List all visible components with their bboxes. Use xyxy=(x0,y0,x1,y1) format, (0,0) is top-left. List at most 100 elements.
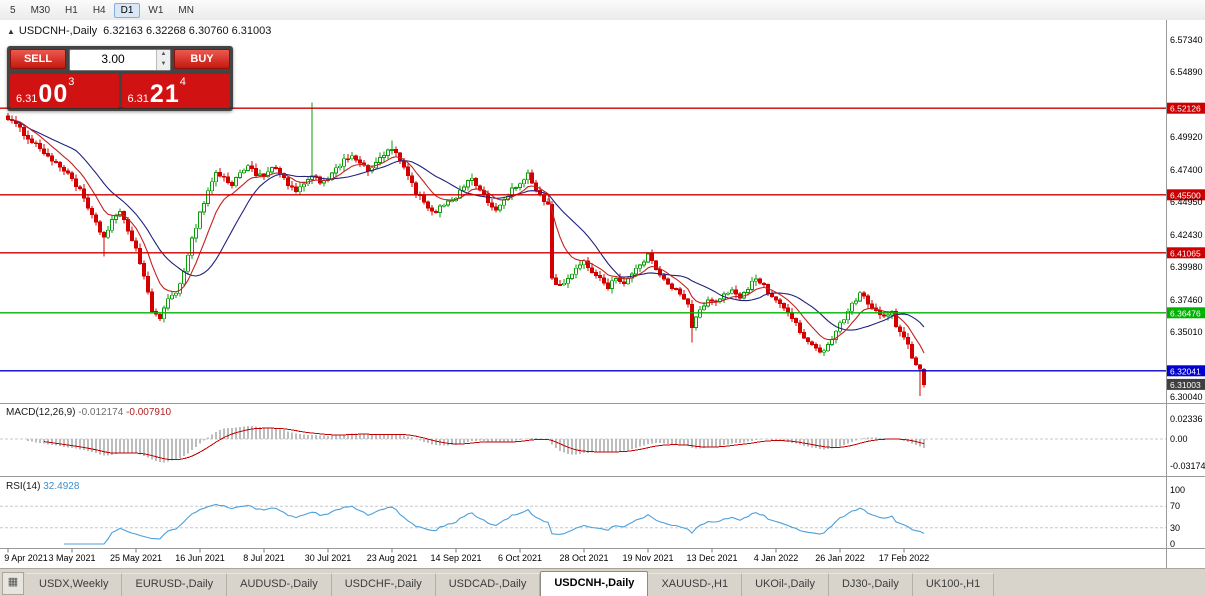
chart-tab-audusd-daily[interactable]: AUDUSD-,Daily xyxy=(227,573,332,596)
volume-decrease-icon[interactable]: ▼ xyxy=(157,60,170,70)
rsi-name: RSI(14) xyxy=(6,481,41,492)
svg-text:0.02336: 0.02336 xyxy=(1170,414,1203,424)
macd-value-signal: -0.007910 xyxy=(126,407,172,418)
sell-price-sup: 3 xyxy=(68,76,75,88)
one-click-trading-panel: SELL 3.00 ▲ ▼ BUY 6.31 00 3 6.31 xyxy=(7,46,233,111)
svg-text:6.30040: 6.30040 xyxy=(1170,392,1203,402)
panel-separators xyxy=(0,20,1205,568)
buy-price-sup: 4 xyxy=(179,76,186,88)
svg-text:3 May 2021: 3 May 2021 xyxy=(48,553,95,563)
sell-price-prefix: 6.31 xyxy=(16,93,38,105)
chart-tab-uk100-h1[interactable]: UK100-,H1 xyxy=(912,573,995,596)
chart-tab-ukoil-daily[interactable]: UKOil-,Daily xyxy=(742,573,829,596)
current-price-badge: 6.31003 xyxy=(1167,378,1205,390)
svg-text:19 Nov 2021: 19 Nov 2021 xyxy=(622,553,673,563)
svg-text:6.39980: 6.39980 xyxy=(1170,262,1203,272)
candles-layer xyxy=(6,102,926,397)
one-click-panel-toggle-icon[interactable]: ▲ xyxy=(7,27,15,36)
timeframe-button-h4[interactable]: H4 xyxy=(92,4,106,16)
svg-text:6.36476: 6.36476 xyxy=(1170,308,1201,318)
svg-text:70: 70 xyxy=(1170,501,1180,511)
svg-text:28 Oct 2021: 28 Oct 2021 xyxy=(559,553,608,563)
chart-symbol-label: USDCNH-,Daily xyxy=(18,25,98,37)
chart-tab-eurusd-daily[interactable]: EURUSD-,Daily xyxy=(122,573,228,596)
timeframe-button-5[interactable]: 5 xyxy=(10,4,16,16)
svg-text:6.57340: 6.57340 xyxy=(1170,35,1203,45)
rsi-layer xyxy=(0,503,1166,545)
svg-text:8 Jul 2021: 8 Jul 2021 xyxy=(243,553,285,563)
svg-text:16 Jun 2021: 16 Jun 2021 xyxy=(175,553,225,563)
moving-averages-layer xyxy=(11,119,925,354)
sell-button[interactable]: SELL xyxy=(10,49,66,69)
hline-6.32041[interactable]: 6.32041 xyxy=(0,365,1205,377)
volume-stepper[interactable]: 3.00 ▲ ▼ xyxy=(69,49,171,71)
svg-text:13 Dec 2021: 13 Dec 2021 xyxy=(686,553,737,563)
rsi-axis-labels: 100 70 30 0 xyxy=(1170,485,1185,549)
svg-text:6.31003: 6.31003 xyxy=(1170,380,1201,390)
svg-text:6.41065: 6.41065 xyxy=(1170,248,1201,258)
sell-price-box[interactable]: 6.31 00 3 xyxy=(10,74,119,108)
macd-layer xyxy=(0,426,1166,463)
chart-tabs: USDX,Weekly EURUSD-,Daily AUDUSD-,Daily USD… xyxy=(26,571,995,596)
chart-tab-xauusd-h1[interactable]: XAUUSD-,H1 xyxy=(648,573,743,596)
price-axis-labels: 6.57340 6.54890 6.49920 6.47400 6.44950 6.424… xyxy=(1170,35,1203,402)
rsi-indicator-label: RSI(14) 32.4928 xyxy=(6,481,79,492)
svg-text:6.44950: 6.44950 xyxy=(1170,197,1203,207)
svg-text:6.42430: 6.42430 xyxy=(1170,230,1203,240)
hline-6.45500[interactable]: 6.45500 xyxy=(0,189,1205,201)
timeframe-button-d1[interactable]: D1 xyxy=(113,2,141,18)
rsi-value: 32.4928 xyxy=(43,481,80,492)
timeframe-button-m30[interactable]: M30 xyxy=(30,4,51,16)
buy-button[interactable]: BUY xyxy=(174,49,230,69)
svg-text:9 Apr 2021: 9 Apr 2021 xyxy=(4,553,48,563)
svg-text:100: 100 xyxy=(1170,485,1185,495)
svg-text:6.47400: 6.47400 xyxy=(1170,165,1203,175)
svg-text:6.37460: 6.37460 xyxy=(1170,295,1203,305)
chart-tab-usdcnh-daily[interactable]: USDCNH-,Daily xyxy=(540,571,649,596)
timeframe-button-mn[interactable]: MN xyxy=(178,4,194,16)
date-axis: 9 Apr 2021 3 May 2021 25 May 2021 16 Jun 20… xyxy=(4,548,930,563)
macd-name: MACD(12,26,9) xyxy=(6,407,76,418)
svg-text:6.54890: 6.54890 xyxy=(1170,67,1203,77)
timeframe-button-h1[interactable]: H1 xyxy=(65,4,78,16)
chart-canvas[interactable]: 6.521266.455006.410656.364766.320416.310… xyxy=(0,20,1205,568)
svg-text:6.45500: 6.45500 xyxy=(1170,190,1201,200)
volume-spin-buttons: ▲ ▼ xyxy=(156,50,170,70)
svg-text:6.32041: 6.32041 xyxy=(1170,366,1201,376)
svg-text:30 Jul 2021: 30 Jul 2021 xyxy=(305,553,352,563)
macd-axis-labels: 0.02336 0.00 -0.03174 xyxy=(1170,414,1205,471)
volume-increase-icon[interactable]: ▲ xyxy=(157,50,170,60)
chart-window[interactable]: 6.52126 6.45500 6.41065 6.36476 6.32041 6.310… xyxy=(0,20,1205,568)
chart-tab-usdchf-daily[interactable]: USDCHF-,Daily xyxy=(331,573,436,596)
svg-text:14 Sep 2021: 14 Sep 2021 xyxy=(430,553,481,563)
svg-text:0: 0 xyxy=(1170,539,1175,549)
buy-price-box[interactable]: 6.31 21 4 xyxy=(121,74,230,108)
volume-value[interactable]: 3.00 xyxy=(101,52,125,66)
charts-grid-icon[interactable]: ▦ xyxy=(2,572,24,595)
svg-text:26 Jan 2022: 26 Jan 2022 xyxy=(815,553,865,563)
svg-text:6 Oct 2021: 6 Oct 2021 xyxy=(498,553,542,563)
hline-6.41065[interactable]: 6.41065 xyxy=(0,247,1205,259)
chart-tab-usdcad-daily[interactable]: USDCAD-,Daily xyxy=(435,573,541,596)
buy-price-prefix: 6.31 xyxy=(127,93,149,105)
timeframe-toolbar: 5 M30 H1 H4 D1 W1 MN xyxy=(0,0,1205,21)
buy-price-big: 21 xyxy=(149,80,180,108)
macd-indicator-label: MACD(12,26,9) -0.012174 -0.007910 xyxy=(6,407,171,418)
svg-text:-0.03174: -0.03174 xyxy=(1170,461,1205,471)
hline-6.36476[interactable]: 6.36476 xyxy=(0,307,1205,319)
chart-tabs-bar: ▦ USDX,Weekly EURUSD-,Daily AUDUSD-,Daily U… xyxy=(0,568,1205,596)
chart-tab-usdx-weekly[interactable]: USDX,Weekly xyxy=(26,573,123,596)
timeframe-button-w1[interactable]: W1 xyxy=(148,4,164,16)
svg-text:30: 30 xyxy=(1170,523,1180,533)
svg-text:6.52126: 6.52126 xyxy=(1170,104,1201,114)
svg-text:0.00: 0.00 xyxy=(1170,434,1188,444)
svg-text:6.49920: 6.49920 xyxy=(1170,132,1203,142)
svg-text:4 Jan 2022: 4 Jan 2022 xyxy=(754,553,799,563)
chart-tab-dj30-daily[interactable]: DJ30-,Daily xyxy=(828,573,913,596)
svg-text:17 Feb 2022: 17 Feb 2022 xyxy=(879,553,930,563)
chart-ohlc-values: 6.32163 6.32268 6.30760 6.31003 xyxy=(103,25,272,37)
macd-value-main: -0.012174 xyxy=(78,407,124,418)
svg-text:23 Aug 2021: 23 Aug 2021 xyxy=(367,553,418,563)
sell-price-big: 00 xyxy=(38,80,69,108)
